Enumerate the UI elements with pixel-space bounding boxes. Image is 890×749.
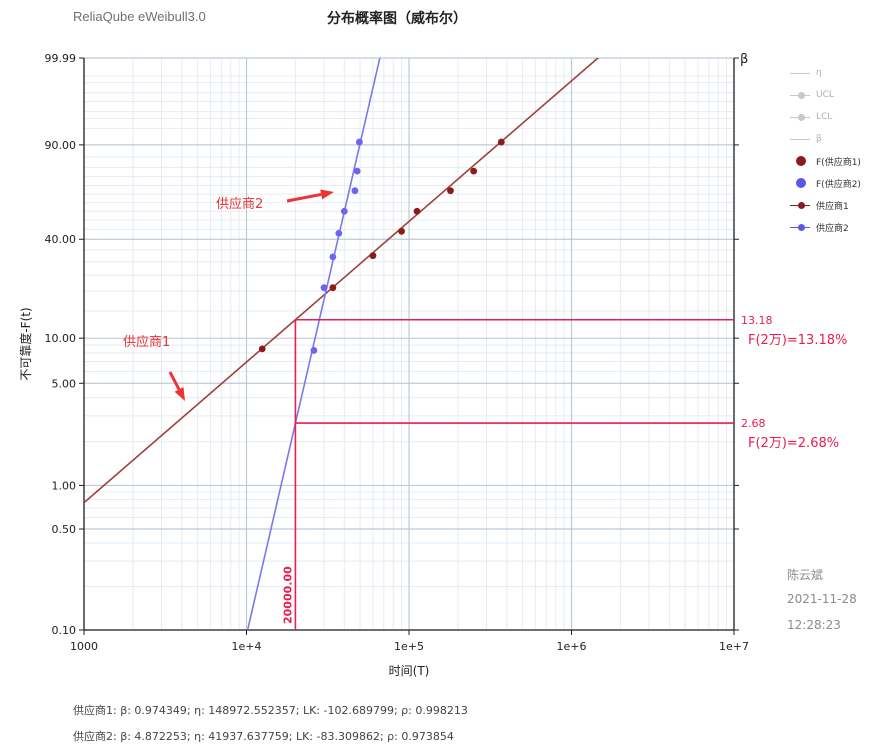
author-name: 陈云斌 bbox=[787, 568, 824, 582]
data-point-supplier1 bbox=[447, 187, 454, 195]
callout-supplier2-arrow-shaft bbox=[286, 192, 322, 203]
data-point-supplier2 bbox=[320, 284, 328, 292]
data-point-supplier1 bbox=[369, 252, 377, 260]
plot-series bbox=[84, 58, 600, 630]
y-tick-label: 1.00 bbox=[52, 479, 77, 492]
signature-date: 2021-11-28 bbox=[787, 592, 857, 606]
data-point-supplier2 bbox=[329, 253, 337, 261]
plot-grid bbox=[83, 57, 735, 631]
legend-symbol-icon bbox=[788, 132, 814, 146]
legend-label: β bbox=[816, 134, 822, 144]
fit-line-supplier1 bbox=[84, 58, 600, 504]
plot-annotations: 20000.00 13.18 F(2万)=13.18% 2.68 F(2万)=2.68%… bbox=[123, 189, 847, 630]
data-point-supplier1 bbox=[398, 227, 405, 235]
legend-item[interactable]: LCL bbox=[788, 106, 888, 128]
data-point-supplier2 bbox=[340, 207, 348, 215]
callout-supplier1-arrow-head bbox=[174, 387, 185, 401]
legend-label: η bbox=[816, 68, 822, 78]
data-point-supplier1 bbox=[258, 345, 266, 353]
signature-time: 12:28:23 bbox=[787, 618, 841, 632]
callout-supplier2-arrow-head bbox=[320, 189, 334, 200]
legend-symbol-icon bbox=[788, 66, 814, 80]
fit-line-supplier2 bbox=[246, 58, 381, 630]
y-tick-label: 40.00 bbox=[45, 233, 77, 246]
app-title: ReliaQube eWeibull3.0 bbox=[73, 9, 206, 24]
legend-item[interactable]: F(供应商2) bbox=[788, 172, 888, 194]
plot-axes bbox=[79, 57, 739, 635]
callout-supplier1-label: 供应商1 bbox=[123, 334, 170, 350]
legend-item[interactable]: 供应商1 bbox=[788, 194, 888, 216]
legend-label: F(供应商2) bbox=[816, 179, 861, 190]
legend-label: 供应商1 bbox=[816, 201, 849, 212]
x-axis-label: 时间(T) bbox=[389, 664, 430, 678]
legend-item[interactable]: β bbox=[788, 128, 888, 150]
legend-label: F(供应商1) bbox=[816, 157, 861, 168]
annotation-result-text: F(2万)=2.68% bbox=[748, 436, 839, 451]
legend-symbol-icon bbox=[788, 110, 814, 124]
x-tick-label: 1e+4 bbox=[232, 640, 262, 653]
legend-label: 供应商2 bbox=[816, 223, 849, 234]
x-tick-label: 1000 bbox=[70, 640, 98, 653]
callout-supplier2-label: 供应商2 bbox=[216, 196, 263, 212]
y-tick-label: 90.00 bbox=[45, 139, 77, 152]
y-tick-label: 99.99 bbox=[45, 52, 77, 65]
y-tick-label: 0.10 bbox=[52, 624, 77, 637]
legend-label: LCL bbox=[816, 112, 833, 122]
legend-item[interactable]: 供应商2 bbox=[788, 216, 888, 238]
axis-labels: 1000 1e+4 1e+5 1e+6 1e+7 99.99 90.00 40.00 10.00… bbox=[18, 52, 749, 678]
data-point-supplier1 bbox=[329, 284, 337, 292]
chart-legend: η UCL LCL β F(供应商1) F(供应商2) 供应商1 供应商2 bbox=[788, 62, 888, 238]
legend-label: UCL bbox=[816, 90, 834, 100]
fit-summary-supplier1: 供应商1: β: 0.974349; η: 148972.552357; LK:… bbox=[73, 704, 468, 717]
x-tick-label: 1e+5 bbox=[394, 640, 424, 653]
annotation-vertical-label: 20000.00 bbox=[281, 566, 294, 624]
data-point-supplier1 bbox=[470, 167, 478, 175]
callout-supplier1-arrow-shaft bbox=[168, 371, 181, 391]
data-point-supplier2 bbox=[351, 187, 359, 195]
y-tick-label: 10.00 bbox=[45, 332, 77, 345]
y-tick-label: 5.00 bbox=[52, 377, 77, 390]
legend-item[interactable]: F(供应商1) bbox=[788, 150, 888, 172]
data-point-supplier1 bbox=[497, 138, 505, 146]
x-tick-label: 1e+6 bbox=[557, 640, 587, 653]
x-tick-label: 1e+7 bbox=[719, 640, 749, 653]
fit-summary-supplier2: 供应商2: β: 4.872253; η: 41937.637759; LK: … bbox=[73, 730, 454, 743]
legend-symbol-icon bbox=[788, 154, 814, 168]
legend-symbol-icon bbox=[788, 220, 814, 234]
legend-item[interactable]: η bbox=[788, 62, 888, 84]
annotation-result-text: F(2万)=13.18% bbox=[748, 333, 847, 348]
data-point-supplier2 bbox=[310, 347, 318, 354]
data-point-supplier1 bbox=[413, 207, 421, 215]
data-point-supplier2 bbox=[355, 138, 363, 146]
legend-symbol-icon bbox=[788, 88, 814, 102]
legend-symbol-icon bbox=[788, 176, 814, 190]
legend-symbol-icon bbox=[788, 198, 814, 212]
annotation-value-label: 2.68 bbox=[741, 417, 766, 430]
legend-item[interactable]: UCL bbox=[788, 84, 888, 106]
y-axis-label: 不可靠度-F(t) bbox=[18, 307, 33, 380]
data-point-supplier2 bbox=[353, 167, 361, 175]
annotation-value-label: 13.18 bbox=[741, 314, 773, 327]
data-point-supplier2 bbox=[335, 229, 343, 237]
chart-title: 分布概率图（威布尔） bbox=[327, 11, 467, 27]
right-axis-label: β bbox=[740, 52, 748, 67]
y-tick-label: 0.50 bbox=[52, 523, 77, 536]
